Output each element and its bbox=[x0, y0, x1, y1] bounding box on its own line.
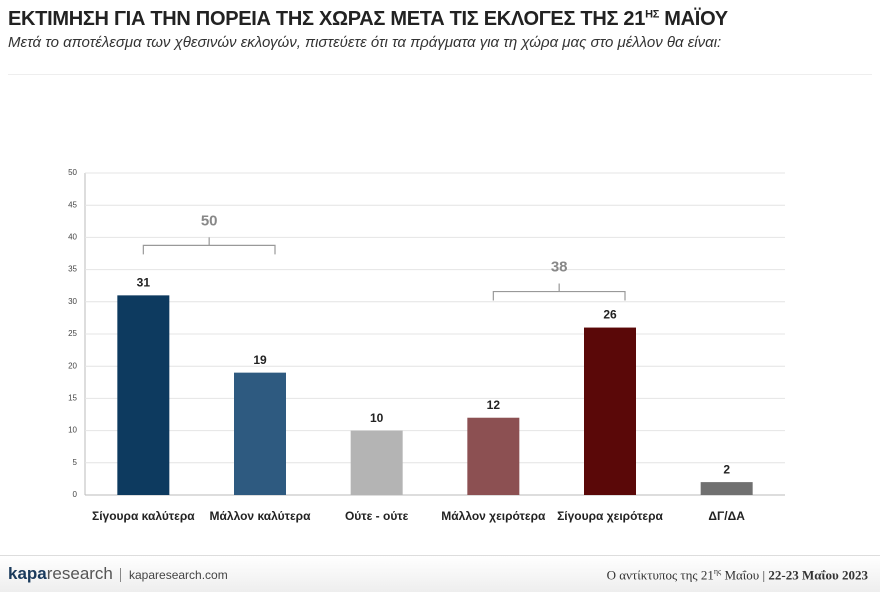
note-sup: ης bbox=[713, 567, 722, 576]
note-date: 22-23 Μαΐου 2023 bbox=[768, 567, 868, 583]
value-label: 31 bbox=[137, 276, 151, 290]
value-label: 26 bbox=[603, 308, 617, 322]
bar bbox=[350, 430, 403, 495]
footer-note: Ο αντίκτυπος της 21ης Μαΐου | 22-23 Μαΐο… bbox=[607, 567, 868, 583]
x-tick-label: Μάλλον χειρότερα bbox=[441, 509, 546, 523]
x-tick-label: Μάλλον καλύτερα bbox=[210, 509, 312, 523]
title: ΕΚΤΙΜΗΣΗ ΓΙΑ ΤΗΝ ΠΟΡΕΙΑ ΤΗΣ ΧΩΡΑΣ ΜΕΤΑ Τ… bbox=[8, 8, 728, 31]
site: kaparesearch.com bbox=[120, 568, 228, 582]
y-tick-label: 20 bbox=[68, 361, 77, 370]
value-label: 2 bbox=[723, 462, 730, 476]
title-text: ΕΚΤΙΜΗΣΗ ΓΙΑ ΤΗΝ ΠΟΡΕΙΑ ΤΗΣ ΧΩΡΑΣ ΜΕΤΑ Τ… bbox=[8, 8, 646, 30]
bracket-label: 38 bbox=[551, 259, 568, 276]
chart: 0 5 10 15 20 25 30 35 40 45 50 Σίγουρα καλύτερα 31 Μά… bbox=[68, 168, 785, 523]
y-tick-label: 35 bbox=[68, 265, 77, 274]
value-label: 12 bbox=[487, 398, 501, 412]
y-tick-label: 25 bbox=[68, 329, 77, 338]
x-tick-label: Ούτε - ούτε bbox=[345, 509, 409, 523]
bar bbox=[584, 327, 636, 495]
subtitle: Μετά το αποτέλεσμα των χθεσινών εκλογών,… bbox=[8, 34, 722, 51]
title-text: ΜΑΪΟΥ bbox=[659, 8, 728, 30]
y-tick-label: 0 bbox=[73, 490, 78, 499]
y-tick-label: 40 bbox=[68, 233, 77, 242]
y-tick-label: 30 bbox=[68, 297, 77, 306]
bracket bbox=[142, 237, 276, 255]
bar bbox=[234, 372, 286, 495]
divider bbox=[8, 74, 872, 75]
x-tick-label: ΔΓ/ΔΑ bbox=[708, 509, 745, 523]
logo-research: research bbox=[46, 564, 113, 583]
logo: kaparesearch bbox=[8, 564, 113, 584]
logo-kapa: kapa bbox=[8, 564, 47, 583]
y-tick-label: 5 bbox=[73, 458, 78, 467]
bracket bbox=[492, 283, 626, 301]
y-tick-label: 10 bbox=[68, 426, 77, 435]
separator: | bbox=[762, 567, 766, 583]
footer: kaparesearch kaparesearch.com Ο αντίκτυπ… bbox=[0, 555, 880, 592]
note-text: Ο αντίκτυπος της 21 bbox=[606, 567, 714, 583]
bar bbox=[117, 295, 170, 495]
x-tick-label: Σίγουρα καλύτερα bbox=[92, 509, 195, 523]
x-tick-label: Σίγουρα χειρότερα bbox=[557, 509, 663, 523]
y-tick-label: 45 bbox=[68, 200, 77, 209]
bar bbox=[700, 482, 753, 495]
note-text: Μαΐου bbox=[721, 567, 760, 583]
value-label: 10 bbox=[370, 411, 384, 425]
bracket-label: 50 bbox=[201, 212, 218, 229]
y-tick-label: 15 bbox=[68, 394, 77, 403]
title-sup: ΗΣ bbox=[645, 8, 660, 21]
header: ΕΚΤΙΜΗΣΗ ΓΙΑ ΤΗΝ ΠΟΡΕΙΑ ΤΗΣ ΧΩΡΑΣ ΜΕΤΑ Τ… bbox=[8, 8, 728, 51]
value-label: 19 bbox=[253, 353, 267, 367]
bar bbox=[467, 417, 520, 495]
y-tick-label: 50 bbox=[68, 168, 77, 177]
